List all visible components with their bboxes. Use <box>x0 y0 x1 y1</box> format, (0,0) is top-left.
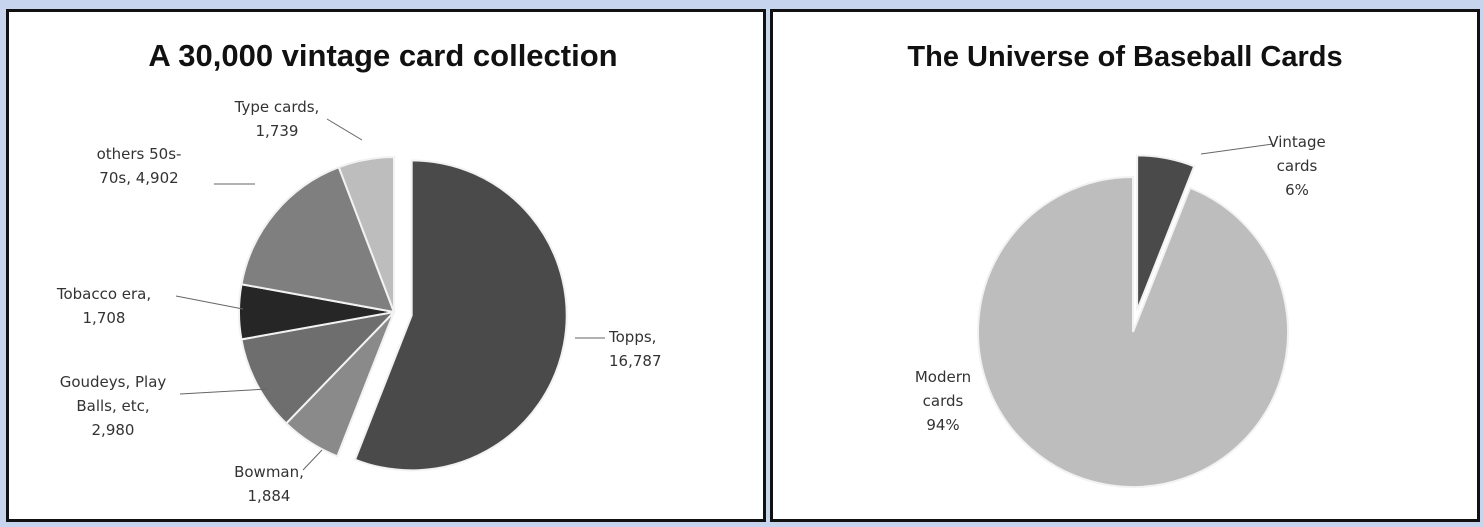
data-label-goudeys-play: Goudeys, Play Balls, etc, 2,980 <box>60 373 167 439</box>
pie-slice-vintage <box>1136 154 1196 311</box>
leader-line-vintage <box>1200 143 1274 155</box>
data-label-modern: Modern cards 94% <box>915 368 971 434</box>
data-label-topps: Topps, 16,787 <box>608 328 662 370</box>
pie-slice-goudeys-play <box>240 310 397 425</box>
chart-panel-collection: A 30,000 vintage card collection Topps, 1… <box>6 9 766 522</box>
pie-slice-topps <box>353 159 568 472</box>
pie-slice-modern <box>977 175 1290 488</box>
chart-title: A 30,000 vintage card collection <box>148 38 617 73</box>
data-label-vintage: Vintage cards 6% <box>1268 133 1325 199</box>
leader-line-type-cards <box>326 118 363 141</box>
data-label-tobacco-era: Tobacco era, 1,708 <box>56 285 151 327</box>
chart-title: The Universe of Baseball Cards <box>907 41 1342 73</box>
pie-slice-others-50s <box>240 165 396 314</box>
collection-pie-chart: A 30,000 vintage card collection Topps, 1… <box>56 38 662 505</box>
data-label-others-50s: others 50s-70s, 4,902 <box>97 145 182 187</box>
leader-line-bowman <box>302 449 323 471</box>
pie-slice-type-cards <box>337 155 395 313</box>
leader-line-tobacco-era <box>175 295 244 310</box>
chart-panel-universe: The Universe of Baseball Cards Vintage ca… <box>770 9 1480 522</box>
data-label-type-cards: Type cards, 1,739 <box>234 98 320 140</box>
data-label-bowman: Bowman, 1,884 <box>234 463 304 505</box>
universe-pie-chart: The Universe of Baseball Cards Vintage ca… <box>907 41 1343 488</box>
leader-line-goudeys-play <box>179 388 268 395</box>
